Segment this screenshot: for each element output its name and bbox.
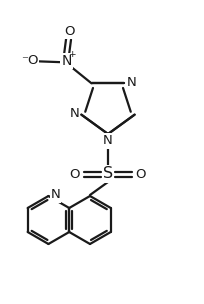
Text: N: N xyxy=(103,134,113,147)
Text: O: O xyxy=(136,168,146,181)
Text: O: O xyxy=(70,168,80,181)
Text: ⁻O: ⁻O xyxy=(21,54,38,67)
Text: +: + xyxy=(68,50,75,59)
Text: N: N xyxy=(70,107,79,120)
Text: S: S xyxy=(103,167,113,181)
Text: N: N xyxy=(61,54,72,68)
Text: O: O xyxy=(64,25,75,38)
Text: N: N xyxy=(51,188,60,202)
Text: N: N xyxy=(127,76,136,89)
